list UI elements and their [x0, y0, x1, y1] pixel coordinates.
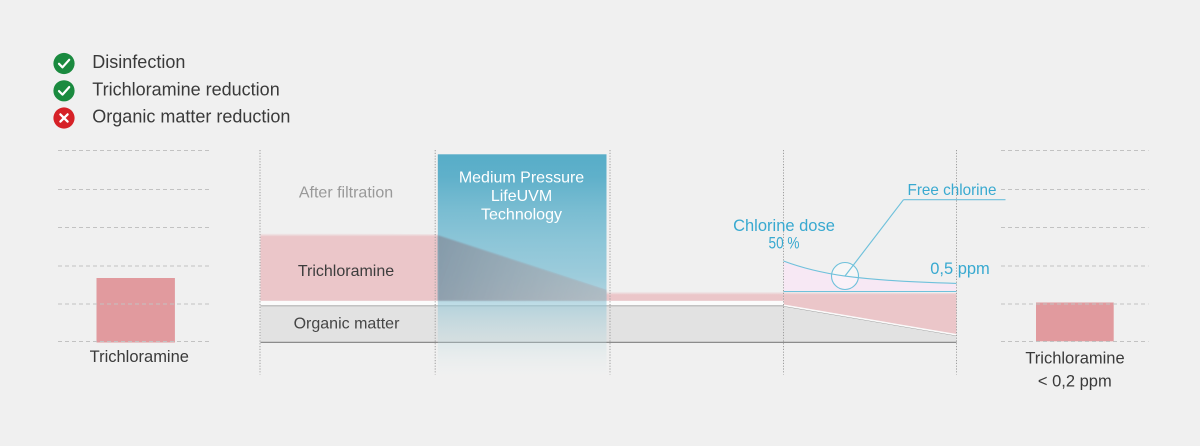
svg-text:After filtration: After filtration — [299, 185, 393, 202]
svg-text:Medium Pressure: Medium Pressure — [459, 169, 584, 186]
svg-text:Trichloramine reduction: Trichloramine reduction — [92, 79, 279, 99]
svg-text:50 %: 50 % — [769, 235, 800, 253]
svg-text:Chlorine dose: Chlorine dose — [733, 217, 835, 235]
svg-text:LifeUVM: LifeUVM — [491, 188, 552, 205]
svg-text:Disinfection: Disinfection — [92, 52, 185, 72]
svg-text:< 0,2 ppm: < 0,2 ppm — [1038, 372, 1112, 390]
svg-text:Technology: Technology — [481, 206, 562, 223]
svg-text:Trichloramine: Trichloramine — [298, 263, 394, 280]
svg-text:Organic matter: Organic matter — [294, 315, 400, 332]
svg-text:0,5 ppm: 0,5 ppm — [930, 260, 990, 278]
svg-text:Organic matter reduction: Organic matter reduction — [92, 106, 290, 126]
svg-text:Trichloramine: Trichloramine — [90, 348, 189, 366]
svg-text:Free chlorine: Free chlorine — [908, 182, 997, 199]
svg-text:Trichloramine: Trichloramine — [1025, 350, 1124, 368]
